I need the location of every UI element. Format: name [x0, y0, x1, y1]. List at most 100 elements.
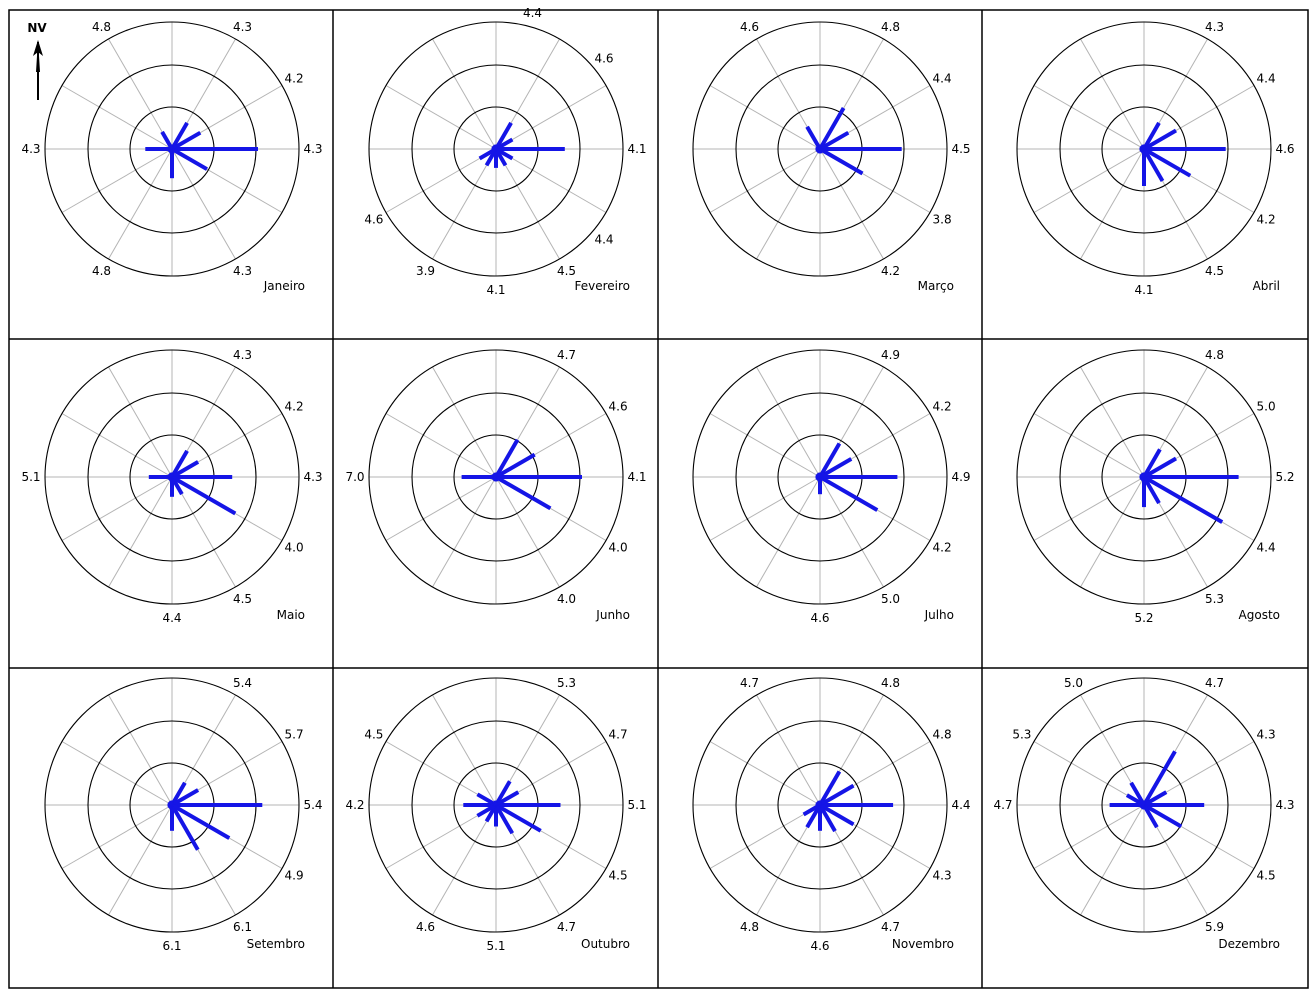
speed-label: 4.8 — [740, 920, 759, 934]
north-label: NV — [27, 21, 47, 35]
wind-petal — [170, 804, 200, 851]
ring-gridline — [735, 392, 905, 562]
wind-petal — [818, 457, 853, 479]
speed-label: 4.7 — [1205, 676, 1224, 690]
ring-gridline — [1059, 64, 1229, 234]
speed-label: 4.5 — [1205, 264, 1224, 278]
radial-gridline — [756, 694, 821, 806]
radial-gridline — [108, 148, 173, 260]
speed-label: 4.4 — [162, 611, 181, 625]
speed-label: 4.7 — [557, 348, 576, 362]
radial-gridline — [432, 38, 497, 150]
speed-label: 4.5 — [557, 264, 576, 278]
wind-petal — [492, 144, 498, 150]
speed-label: 4.8 — [92, 20, 111, 34]
speed-label: 4.3 — [21, 142, 40, 156]
radial-gridline — [1033, 476, 1145, 541]
speed-label: 4.1 — [1134, 283, 1153, 297]
radial-gridline — [108, 476, 173, 588]
radial-gridline — [1033, 804, 1145, 869]
speed-label: 4.4 — [933, 72, 952, 86]
speed-label: 4.3 — [233, 20, 252, 34]
speed-label: 4.3 — [1257, 728, 1276, 742]
wind-petal — [492, 800, 498, 806]
speed-label: 4.7 — [993, 798, 1012, 812]
radial-gridline — [709, 148, 821, 213]
ring-gridline — [44, 21, 300, 277]
radial-gridline — [61, 148, 173, 213]
radial-gridline — [385, 413, 497, 478]
ring-gridline — [44, 677, 300, 933]
radial-gridline — [495, 148, 607, 213]
radial-gridline — [709, 804, 821, 869]
speed-label: 4.8 — [92, 264, 111, 278]
speed-label: 4.5 — [609, 869, 628, 883]
wind-petal — [160, 130, 174, 151]
speed-label: 4.5 — [364, 728, 383, 742]
ring-gridline — [735, 720, 905, 890]
wind-petal — [170, 781, 187, 807]
radial-gridline — [1033, 148, 1145, 213]
wind-petal — [1142, 790, 1168, 807]
speed-label: 4.6 — [810, 939, 829, 953]
ring-gridline — [87, 392, 257, 562]
ring-gridline — [692, 349, 948, 605]
speed-label: 4.9 — [285, 869, 304, 883]
wind-petal — [171, 788, 200, 807]
speed-label: 4.0 — [557, 592, 576, 606]
wind-rose-março: 4.8 4.4 4.5 3.8 4.2 4.6 Março — [692, 20, 971, 293]
speed-label: 5.1 — [627, 798, 646, 812]
speed-label: 3.9 — [416, 264, 435, 278]
wind-petal — [171, 130, 202, 151]
speed-label: 4.4 — [1257, 72, 1276, 86]
speed-label: 4.6 — [609, 400, 628, 414]
ring-gridline — [411, 64, 581, 234]
speed-label: 4.4 — [1257, 541, 1276, 555]
speed-label: 5.2 — [1134, 611, 1153, 625]
speed-label: 4.8 — [881, 20, 900, 34]
speed-label: 4.7 — [740, 676, 759, 690]
speed-label: 5.0 — [881, 592, 900, 606]
ring-gridline — [44, 349, 300, 605]
speed-label: 4.5 — [951, 142, 970, 156]
wind-petal — [1129, 781, 1146, 807]
ring-gridline — [1016, 677, 1272, 933]
radial-gridline — [1033, 741, 1145, 806]
wind-petal — [170, 121, 189, 151]
ring-gridline — [411, 720, 581, 890]
speed-label: 4.1 — [627, 470, 646, 484]
ring-gridline — [692, 677, 948, 933]
wind-rose-dezembro: 4.7 4.3 4.3 4.5 5.9 4.7 5.3 5.0 Dezembro — [993, 676, 1294, 951]
speed-label: 5.0 — [1257, 400, 1276, 414]
speed-label: 4.1 — [486, 283, 505, 297]
radial-gridline — [709, 741, 821, 806]
radial-gridline — [1080, 804, 1145, 916]
speed-label: 4.2 — [933, 541, 952, 555]
speed-label: 4.8 — [881, 676, 900, 690]
speed-label: 5.3 — [1205, 592, 1224, 606]
speed-label: 5.9 — [1205, 920, 1224, 934]
north-arrow-icon: NV — [27, 21, 47, 100]
wind-rose-maio: 4.3 4.2 4.3 4.0 4.5 4.4 5.1 Maio — [21, 348, 322, 625]
speed-label: 4.6 — [740, 20, 759, 34]
wind-petal — [1142, 128, 1178, 151]
wind-petal — [1140, 144, 1146, 151]
speed-label: 4.3 — [233, 348, 252, 362]
wind-petal — [1142, 147, 1192, 178]
ring-gridline — [1059, 720, 1229, 890]
radial-gridline — [756, 476, 821, 588]
speed-label: 4.2 — [1257, 213, 1276, 227]
ring-gridline — [1016, 349, 1272, 605]
speed-label: 4.6 — [1275, 142, 1294, 156]
radial-gridline — [1033, 85, 1145, 150]
wind-rose-julho: 4.9 4.2 4.9 4.2 5.0 4.6 Julho — [692, 348, 971, 625]
wind-petal — [818, 783, 855, 807]
speed-label: 4.3 — [1275, 798, 1294, 812]
wind-petal — [1142, 456, 1178, 479]
radial-gridline — [1033, 413, 1145, 478]
wind-rose-junho: 4.7 4.6 4.1 4.0 4.0 7.0 Junho — [345, 348, 646, 622]
wind-petal — [816, 800, 822, 806]
wind-petal — [494, 452, 536, 479]
